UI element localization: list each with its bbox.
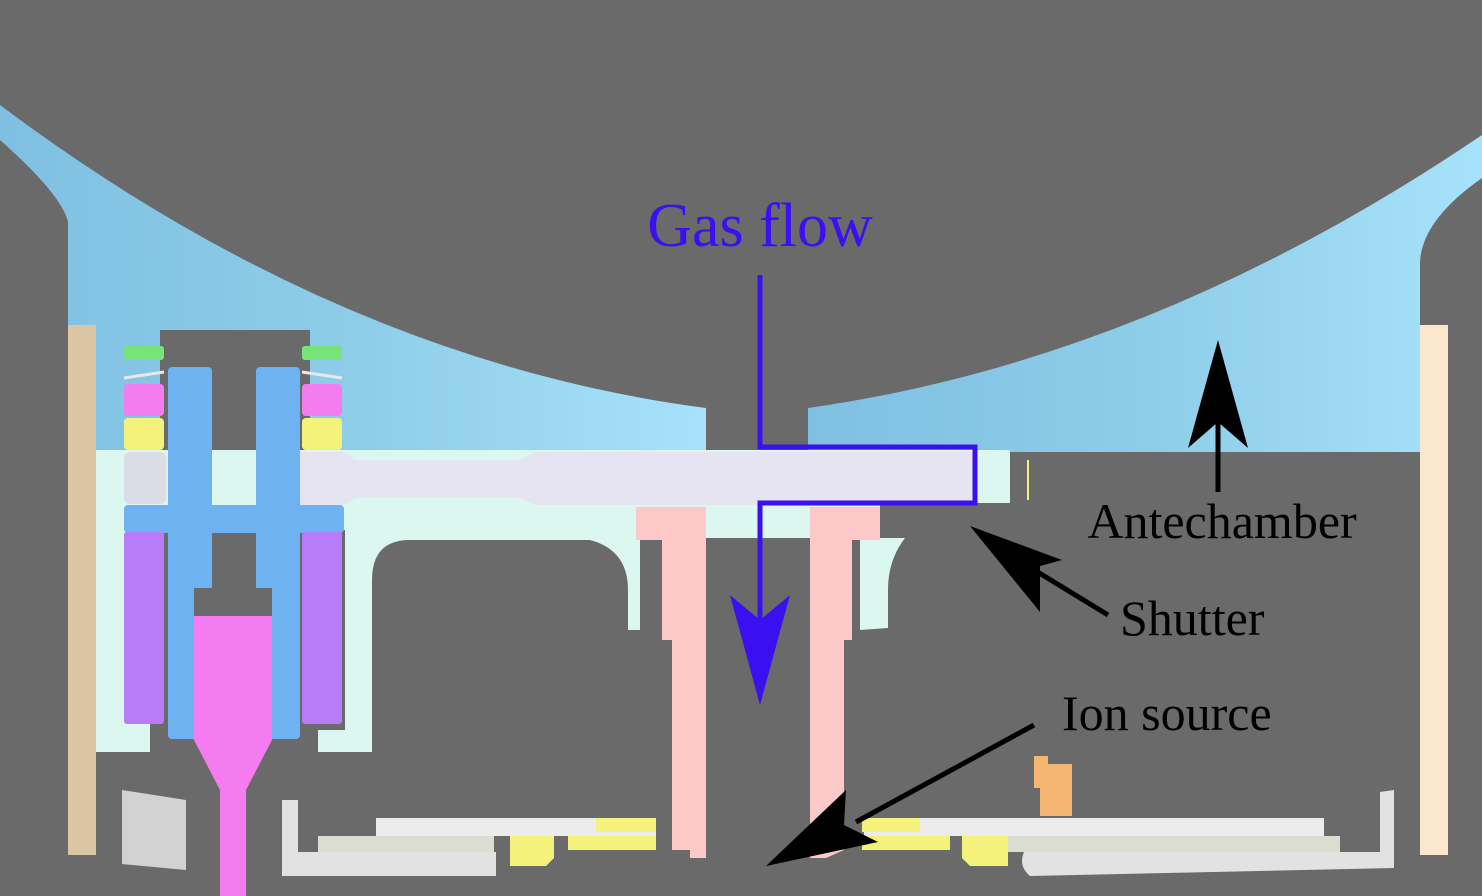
ion-source-arrowhead [766,790,878,866]
right-plate-lower [1000,836,1340,852]
antechamber-wall-right [808,135,1482,452]
gas-flow-arrowhead [730,595,790,705]
shutter-arrowhead [970,526,1062,612]
shutter-label: Shutter [1120,590,1265,646]
antechamber-arrowhead [1188,340,1248,448]
left-plate [376,818,656,836]
ion-source-label: Ion source [1062,685,1272,741]
blue-crossbar [124,505,344,533]
right-yellow-block [962,836,1008,866]
right-magnet [302,384,342,416]
right-coil [302,532,342,724]
left-magnet [124,384,164,416]
feed-gap [194,588,272,616]
left-pink-tube [636,507,706,858]
right-base-tray [1022,790,1394,876]
left-spring [123,370,165,380]
left-yellow-block [510,836,554,866]
right-yellow-top [862,818,920,832]
gas-feedthrough [194,590,272,896]
shutter-arm [300,452,976,505]
right-plate [864,818,1324,836]
antechamber-label: Antechamber [1087,493,1357,549]
left-coil [124,532,164,724]
right-spacer [302,418,342,450]
right-side-rod [1420,325,1448,855]
feed-top [194,618,272,622]
shutter-arrow-line [1034,568,1110,618]
gas-flow-label: Gas flow [647,192,873,260]
left-green-cap [124,346,164,360]
orange-connector [1034,756,1072,816]
left-washer [124,452,166,504]
gas-flow-path [757,275,978,640]
left-spacer [124,418,164,450]
right-pink-tube [810,507,880,858]
right-yellow-bar [862,836,950,850]
ion-source-arrow-line [854,722,1036,825]
left-base-tray [282,800,496,876]
right-spring [301,370,343,380]
left-yellow-bar [568,836,656,850]
left-side-rod [68,325,96,855]
left-bracket [122,790,186,870]
left-plate-lower [318,836,494,852]
left-yellow-top [596,818,656,832]
right-green-cap [302,346,342,360]
